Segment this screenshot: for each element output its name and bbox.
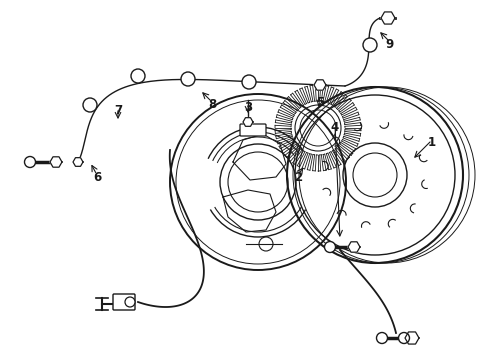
Circle shape: [125, 297, 135, 307]
Text: 2: 2: [293, 171, 302, 184]
Text: 7: 7: [114, 104, 122, 117]
Polygon shape: [380, 12, 394, 24]
Text: 3: 3: [244, 100, 251, 113]
Circle shape: [398, 333, 408, 343]
Circle shape: [324, 242, 335, 252]
FancyBboxPatch shape: [240, 124, 265, 136]
Text: 5: 5: [315, 95, 324, 108]
Text: 8: 8: [207, 98, 216, 111]
Text: 6: 6: [93, 171, 101, 184]
Circle shape: [376, 333, 386, 343]
Polygon shape: [73, 158, 83, 166]
Polygon shape: [313, 80, 325, 90]
Polygon shape: [347, 242, 359, 252]
Text: 1: 1: [427, 135, 435, 149]
FancyBboxPatch shape: [113, 294, 135, 310]
Text: 4: 4: [330, 121, 339, 134]
Circle shape: [362, 38, 376, 52]
Polygon shape: [404, 332, 418, 344]
Circle shape: [242, 75, 256, 89]
Polygon shape: [243, 118, 252, 126]
Text: 9: 9: [385, 37, 393, 50]
Circle shape: [24, 157, 36, 167]
Polygon shape: [50, 157, 62, 167]
Circle shape: [131, 69, 145, 83]
Circle shape: [181, 72, 195, 86]
Circle shape: [83, 98, 97, 112]
